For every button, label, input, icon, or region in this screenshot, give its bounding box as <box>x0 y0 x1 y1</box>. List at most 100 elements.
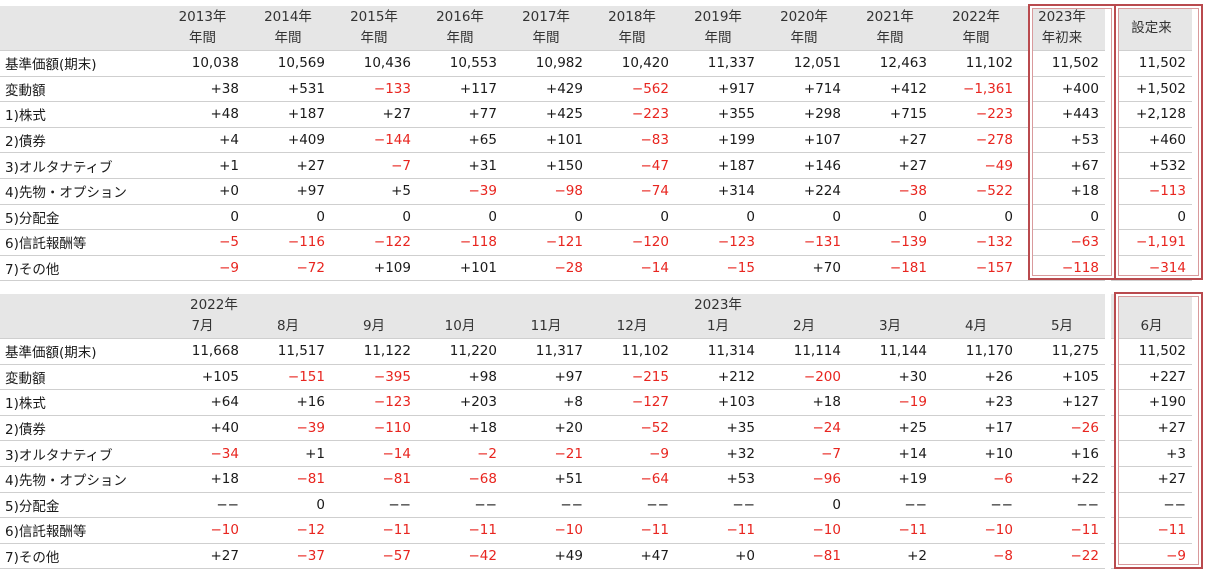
table-row: 6)信託報酬等 −10 −12 −11 −11 −10 −11 −11 −10 −11 −10 −11… <box>0 517 1192 544</box>
value-cell: −− <box>1019 492 1105 519</box>
value-cell: −1,361 <box>933 76 1019 103</box>
value-cell: 11,170 <box>933 338 1019 365</box>
header-sub: 年間 <box>360 30 388 46</box>
value-cell: −− <box>417 492 503 519</box>
header-month-4: 11月 <box>503 294 589 339</box>
header-year: 2022年 <box>190 297 238 313</box>
value-cell: +127 <box>1019 389 1105 416</box>
cell-gap <box>1105 543 1111 569</box>
value-cell: −215 <box>589 364 675 391</box>
value-cell: +1 <box>245 440 331 467</box>
value-cell: 0 <box>331 204 417 231</box>
value-cell: 10,420 <box>589 50 675 77</box>
value-cell: +38 <box>160 76 245 103</box>
value-cell: −− <box>1111 492 1192 519</box>
cell-gap <box>1105 204 1111 230</box>
value-cell: −120 <box>589 229 675 256</box>
value-cell: −116 <box>245 229 331 256</box>
value-cell: 11,102 <box>933 50 1019 77</box>
value-cell: −11 <box>675 517 761 544</box>
header-sub: 年間 <box>274 30 302 46</box>
value-cell: +8 <box>503 389 589 416</box>
value-cell: +203 <box>417 389 503 416</box>
value-cell: +97 <box>503 364 589 391</box>
value-cell: −37 <box>245 543 331 570</box>
header-corner <box>0 6 160 51</box>
header-year: 2018年 <box>608 9 656 25</box>
value-cell: −11 <box>589 517 675 544</box>
value-cell: +25 <box>847 415 933 442</box>
header-month: 11月 <box>530 318 562 334</box>
value-cell: +101 <box>417 255 503 282</box>
value-cell: +187 <box>245 101 331 128</box>
value-cell: +14 <box>847 440 933 467</box>
monthly-breakdown-table: 2022年 7月 8月 9月 10月 11月 12月 2023年 1月 2月 3月 4… <box>0 294 1192 570</box>
value-cell: −151 <box>245 364 331 391</box>
cell-gap <box>1105 517 1111 544</box>
table-row: 3)オルタナティブ +1 +27 −7 +31 +150 −47 +187 +146 +27 −49… <box>0 152 1192 179</box>
header-period-11: 設定来 <box>1111 6 1192 51</box>
value-cell: −81 <box>331 466 417 493</box>
value-cell: −83 <box>589 127 675 154</box>
value-cell: +150 <box>503 152 589 179</box>
row-label: 7)その他 <box>0 255 160 282</box>
table-row: 4)先物・オプション +0 +97 +5 −39 −98 −74 +314 +224 −38 −52… <box>0 178 1192 205</box>
value-cell: 11,114 <box>761 338 847 365</box>
header-year: 2014年 <box>264 9 312 25</box>
value-cell: −63 <box>1019 229 1105 256</box>
header-gap <box>1105 294 1111 339</box>
value-cell: +2,128 <box>1111 101 1192 128</box>
value-cell: −562 <box>589 76 675 103</box>
header-sub: 年間 <box>962 30 990 46</box>
row-label: 5)分配金 <box>0 492 160 519</box>
value-cell: +101 <box>503 127 589 154</box>
row-label: 4)先物・オプション <box>0 466 160 493</box>
monthly-header-row: 2022年 7月 8月 9月 10月 11月 12月 2023年 1月 2月 3月 4… <box>0 294 1192 339</box>
value-cell: +53 <box>1019 127 1105 154</box>
value-cell: −10 <box>503 517 589 544</box>
header-year: 2023年 <box>1038 9 1086 25</box>
value-cell: +409 <box>245 127 331 154</box>
value-cell: +51 <box>503 466 589 493</box>
value-cell: +27 <box>245 152 331 179</box>
value-cell: −− <box>331 492 417 519</box>
header-period-2: 2015年 年間 <box>331 6 417 51</box>
value-cell: +400 <box>1019 76 1105 103</box>
value-cell: −314 <box>1111 255 1192 282</box>
cell-gap <box>1105 127 1111 153</box>
header-month-9: 4月 <box>933 294 1019 339</box>
header-period-3: 2016年 年間 <box>417 6 503 51</box>
table-row: 6)信託報酬等 −5 −116 −122 −118 −121 −120 −123 −131 −13… <box>0 229 1192 256</box>
value-cell: +187 <box>675 152 761 179</box>
value-cell: 12,051 <box>761 50 847 77</box>
value-cell: 11,275 <box>1019 338 1105 365</box>
value-cell: +107 <box>761 127 847 154</box>
value-cell: +714 <box>761 76 847 103</box>
value-cell: −19 <box>847 389 933 416</box>
header-month: 6月 <box>1140 318 1163 334</box>
value-cell: +49 <box>503 543 589 570</box>
value-cell: −− <box>589 492 675 519</box>
cell-gap <box>1105 338 1111 365</box>
cell-gap <box>1105 466 1111 493</box>
header-month-0: 2022年 7月 <box>160 294 245 339</box>
header-period-9: 2022年 年間 <box>933 6 1019 51</box>
value-cell: +70 <box>761 255 847 282</box>
header-period-8: 2021年 年間 <box>847 6 933 51</box>
value-cell: −5 <box>160 229 245 256</box>
value-cell: 11,220 <box>417 338 503 365</box>
value-cell: +917 <box>675 76 761 103</box>
value-cell: 0 <box>160 204 245 231</box>
value-cell: −123 <box>675 229 761 256</box>
value-cell: −47 <box>589 152 675 179</box>
header-period-1: 2014年年間 <box>245 6 331 51</box>
value-cell: −98 <box>503 178 589 205</box>
header-period-7: 2020年 年間 <box>761 6 847 51</box>
value-cell: −133 <box>331 76 417 103</box>
value-cell: +30 <box>847 364 933 391</box>
table-row: 変動額 +38 +531 −133 +117 +429 −562 +917 +714 +412 −1… <box>0 76 1192 103</box>
value-cell: +19 <box>847 466 933 493</box>
header-year: 2023年 <box>694 297 742 313</box>
header-year <box>761 295 847 316</box>
value-cell: −64 <box>589 466 675 493</box>
